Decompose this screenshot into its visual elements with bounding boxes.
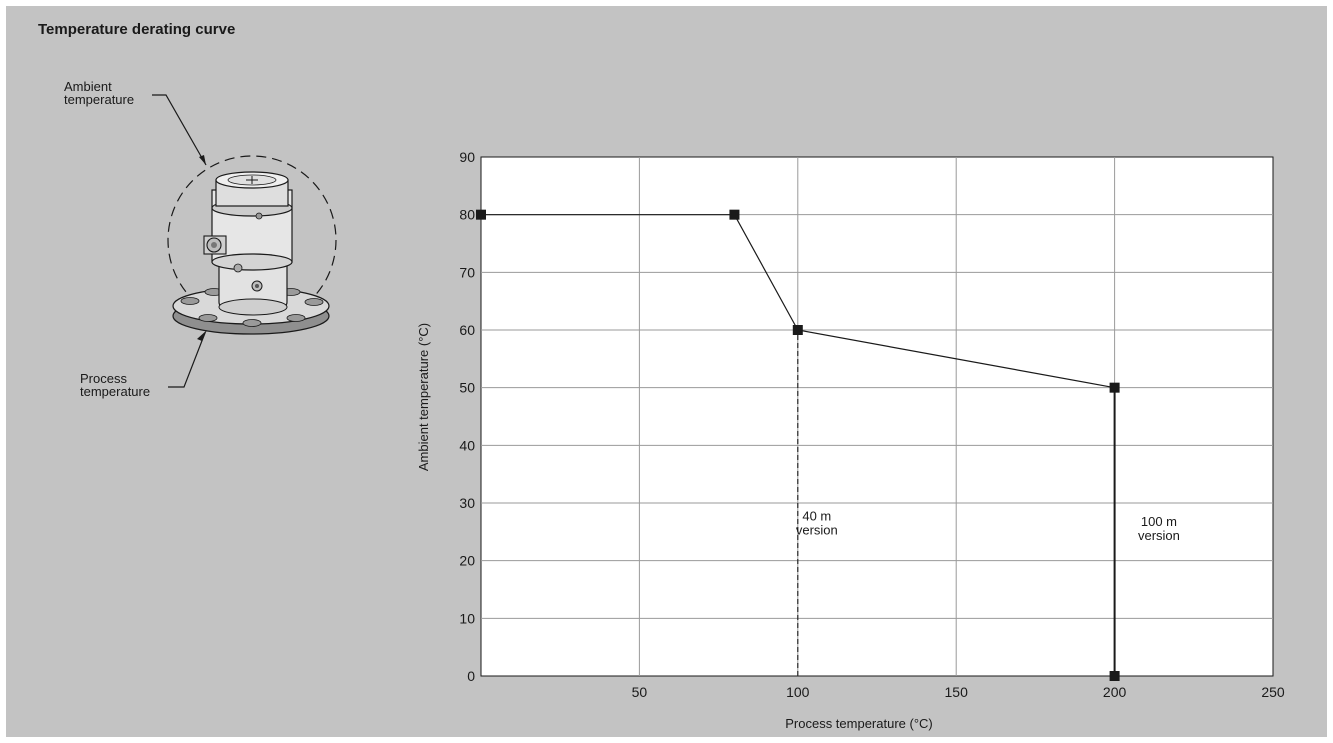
y-tick-label: 20 [459,553,475,569]
figure-title: Temperature derating curve [38,21,236,38]
ambient-callout-line2: temperature [64,92,135,107]
x-tick-label: 200 [1103,684,1127,700]
tick-labels: 0 10 20 30 40 50 60 70 80 90 50 100 150 200 250 [459,149,1284,700]
data-point-marker [1109,671,1120,681]
y-tick-label: 50 [459,380,475,396]
x-tick-label: 100 [786,684,810,700]
plot-area [480,156,1274,677]
data-point-marker [729,209,740,220]
process-arrowhead [197,330,207,341]
process-leader-line [168,332,206,388]
data-point-marker [1109,382,1120,393]
y-tick-label: 80 [459,207,475,223]
y-tick-label: 40 [459,437,475,453]
y-axis-label: Ambient temperature (°C) [416,323,431,471]
process-callout-label: Process temperature [80,372,150,398]
ambient-callout-label: Ambient temperature [64,80,134,106]
y-tick-label: 10 [459,610,475,626]
limit-label-1: version [1138,528,1180,543]
y-tick-label: 30 [459,495,475,511]
ambient-leader-line [152,94,207,166]
limit-label-0: version [796,522,838,537]
data-point-marker [792,325,803,335]
data-point-marker [476,209,486,220]
y-tick-label: 60 [459,322,475,338]
process-callout-line2: temperature [80,384,151,399]
y-tick-label: 0 [467,668,475,684]
x-axis-label: Process temperature (°C) [785,716,933,731]
y-tick-label: 90 [459,149,475,165]
limit-lines [797,330,1116,676]
x-tick-label: 50 [632,684,648,700]
ambient-callout-line1: Ambient [64,79,112,94]
series-line-0 [481,214,1115,389]
limit-label-1: 100 m [1141,514,1177,529]
limit-label-0: 40 m [802,508,831,523]
x-tick-label: 250 [1261,684,1285,700]
x-tick-label: 150 [945,684,969,700]
y-tick-label: 70 [459,264,475,280]
data-markers [476,209,1120,681]
data-series [481,214,1115,389]
process-callout-line1: Process [80,371,127,386]
ambient-arrowhead [199,155,206,165]
